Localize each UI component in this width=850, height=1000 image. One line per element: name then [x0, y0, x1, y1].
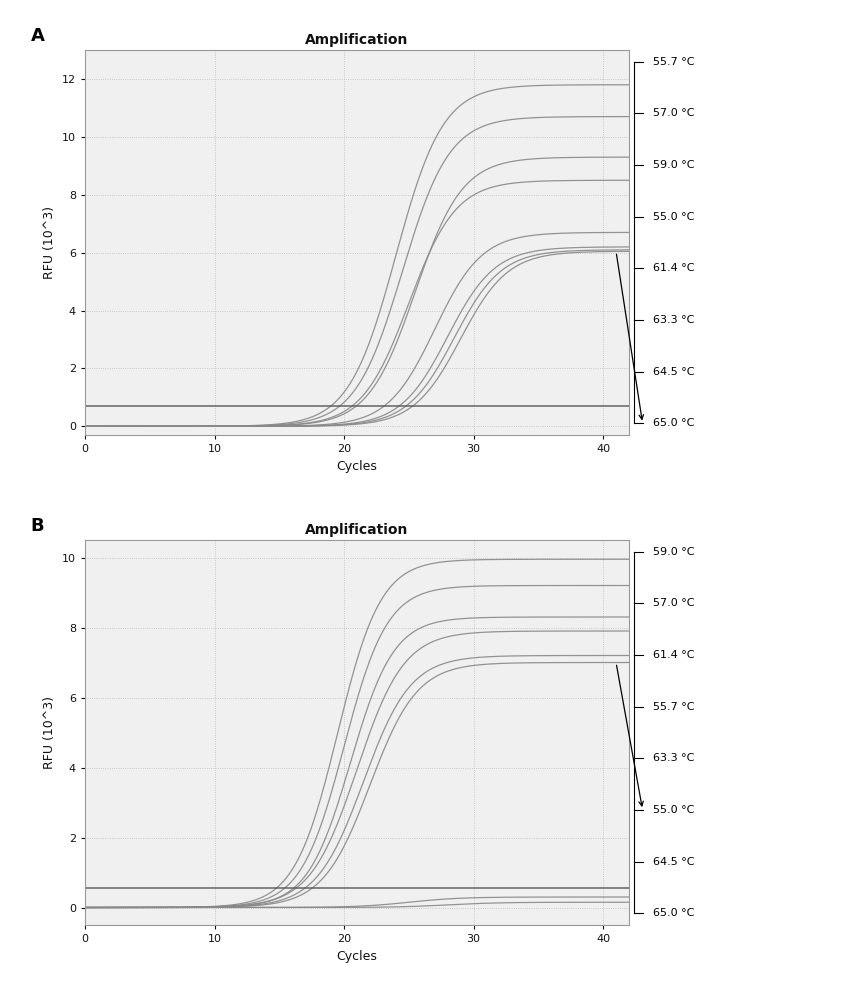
Text: A: A	[31, 27, 44, 45]
Text: 55.7 °C: 55.7 °C	[653, 57, 694, 67]
Title: Amplification: Amplification	[305, 33, 409, 47]
Text: 65.0 °C: 65.0 °C	[653, 418, 694, 428]
Text: 57.0 °C: 57.0 °C	[653, 598, 694, 608]
Text: 61.4 °C: 61.4 °C	[653, 263, 694, 273]
Text: 55.0 °C: 55.0 °C	[653, 805, 694, 815]
Title: Amplification: Amplification	[305, 523, 409, 537]
Text: 59.0 °C: 59.0 °C	[653, 160, 694, 170]
X-axis label: Cycles: Cycles	[337, 950, 377, 963]
Text: 64.5 °C: 64.5 °C	[653, 857, 694, 867]
Text: 65.0 °C: 65.0 °C	[653, 908, 694, 918]
Text: B: B	[31, 517, 44, 535]
Text: 63.3 °C: 63.3 °C	[653, 315, 694, 325]
Text: 63.3 °C: 63.3 °C	[653, 753, 694, 763]
Text: 57.0 °C: 57.0 °C	[653, 108, 694, 118]
Y-axis label: RFU (10^3): RFU (10^3)	[43, 206, 56, 279]
Text: 55.0 °C: 55.0 °C	[653, 212, 694, 222]
X-axis label: Cycles: Cycles	[337, 460, 377, 473]
Y-axis label: RFU (10^3): RFU (10^3)	[43, 696, 56, 769]
Text: 61.4 °C: 61.4 °C	[653, 650, 694, 660]
Text: 59.0 °C: 59.0 °C	[653, 547, 694, 557]
Text: 55.7 °C: 55.7 °C	[653, 702, 694, 712]
Text: 64.5 °C: 64.5 °C	[653, 367, 694, 377]
